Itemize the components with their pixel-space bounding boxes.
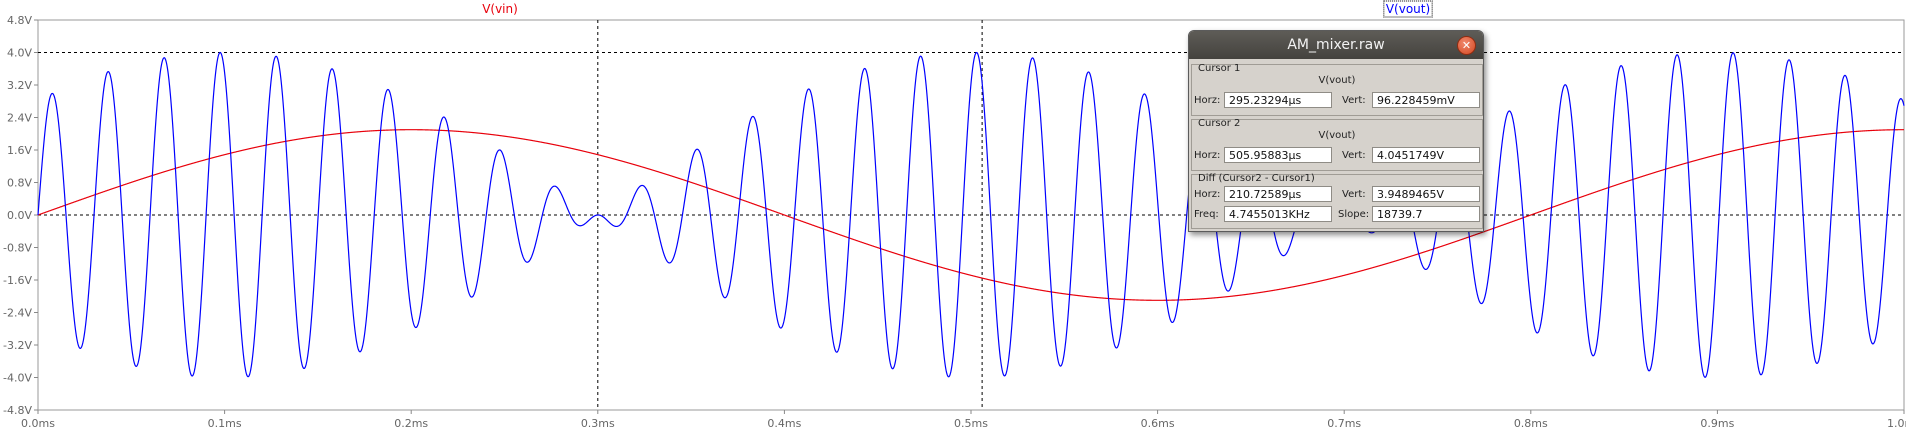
x-tick-label: 0.4ms [767, 417, 801, 430]
selected-trace-outline [1383, 0, 1433, 18]
cursor2-trace: V(vout) [1318, 130, 1356, 141]
traces [37, 51, 1905, 378]
cursor1-horz-value[interactable]: 295.23294µs [1224, 92, 1332, 108]
trace-0 [37, 129, 1904, 301]
y-tick-label: -4.0V [3, 372, 32, 385]
close-icon[interactable]: ✕ [1457, 36, 1476, 55]
y-tick-label: 0.8V [7, 177, 32, 190]
y-tick-label: 4.0V [7, 47, 32, 60]
cursor2-vert-label: Vert: [1342, 150, 1366, 161]
x-tick-label: 0.6ms [1141, 417, 1175, 430]
dialog-titlebar[interactable]: AM_mixer.raw ✕ [1189, 31, 1483, 59]
diff-horz-label: Horz: [1194, 189, 1221, 200]
diff-vert-value[interactable]: 3.9489465V [1372, 186, 1480, 202]
cursor2-vert-value[interactable]: 4.0451749V [1372, 147, 1480, 163]
x-tick-label: 0.2ms [394, 417, 428, 430]
diff-group: Diff (Cursor2 - Cursor1) Horz: 210.72589… [1191, 173, 1483, 229]
trace-1 [37, 51, 1905, 378]
y-axis: 4.8V 4.0V 3.2V 2.4V 1.6V 0.8V 0.0V -0.8V -1.6V -2… [3, 14, 38, 417]
x-tick-label: 0.3ms [581, 417, 615, 430]
x-tick-label: 0.8ms [1514, 417, 1548, 430]
cursor2-title: Cursor 2 [1198, 118, 1241, 129]
diff-slope-label: Slope: [1338, 209, 1370, 220]
diff-freq-label: Freq: [1194, 209, 1219, 220]
reference-lines [38, 52, 1904, 216]
cursor1-vert-label: Vert: [1342, 95, 1366, 106]
cursor2-group: Cursor 2 V(vout) Horz: 505.95883µs Vert:… [1191, 118, 1483, 171]
y-tick-label: -3.2V [3, 339, 32, 352]
diff-freq-value[interactable]: 4.7455013KHz [1224, 206, 1332, 222]
diff-horz-value[interactable]: 210.72589µs [1224, 186, 1332, 202]
cursor1-trace: V(vout) [1318, 75, 1356, 86]
y-tick-label: 1.6V [7, 144, 32, 157]
x-tick-label: 0.0ms [21, 417, 55, 430]
y-tick-label: 0.0V [7, 209, 32, 222]
x-tick-label: 1.0ms [1887, 417, 1906, 430]
cursor2-horz-label: Horz: [1194, 150, 1221, 161]
dialog-title: AM_mixer.raw [1287, 37, 1385, 53]
cursor1-horz-label: Horz: [1194, 95, 1221, 106]
y-tick-label: -2.4V [3, 307, 32, 320]
y-tick-label: -4.8V [3, 404, 32, 417]
y-tick-label: 3.2V [7, 79, 32, 92]
y-tick-label: -0.8V [3, 242, 32, 255]
x-tick-label: 0.1ms [208, 417, 242, 430]
cursor1-group: Cursor 1 V(vout) Horz: 295.23294µs Vert:… [1191, 63, 1483, 116]
x-tick-label: 0.9ms [1700, 417, 1734, 430]
y-tick-label: -1.6V [3, 274, 32, 287]
cursor-dialog[interactable]: AM_mixer.raw ✕ Cursor 1 V(vout) Horz: 29… [1188, 30, 1484, 232]
y-tick-label: 2.4V [7, 112, 32, 125]
cursor1-title: Cursor 1 [1198, 63, 1241, 74]
trace-labels[interactable]: V(vin) V(vout) [482, 0, 1433, 18]
cursor1-vert-value[interactable]: 96.228459mV [1372, 92, 1480, 108]
diff-slope-value[interactable]: 18739.7 [1372, 206, 1480, 222]
diff-vert-label: Vert: [1342, 189, 1366, 200]
trace-label-1[interactable]: V(vout) [1386, 2, 1430, 16]
cursor2-horz-value[interactable]: 505.95883µs [1224, 147, 1332, 163]
diff-title: Diff (Cursor2 - Cursor1) [1198, 173, 1315, 184]
x-axis: 0.0ms 0.1ms 0.2ms 0.3ms 0.4ms 0.5ms 0.6ms 0.7ms… [21, 410, 1906, 430]
y-tick-label: 4.8V [7, 14, 32, 27]
x-tick-label: 0.5ms [954, 417, 988, 430]
x-tick-label: 0.7ms [1327, 417, 1361, 430]
trace-label-0[interactable]: V(vin) [482, 2, 518, 16]
